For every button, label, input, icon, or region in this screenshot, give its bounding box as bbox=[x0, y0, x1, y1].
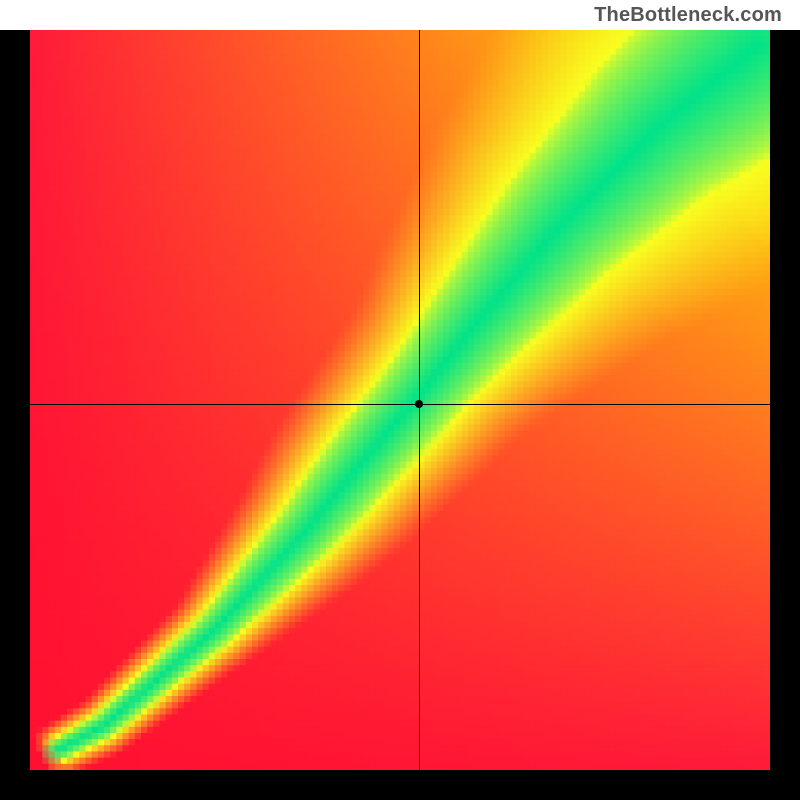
outer-frame bbox=[0, 30, 800, 800]
watermark-text: TheBottleneck.com bbox=[594, 4, 782, 27]
chart-container: TheBottleneck.com bbox=[0, 0, 800, 800]
crosshair-horizontal bbox=[30, 404, 770, 405]
crosshair-marker bbox=[415, 400, 423, 408]
heatmap-canvas bbox=[30, 30, 770, 770]
heatmap-plot bbox=[30, 30, 770, 770]
